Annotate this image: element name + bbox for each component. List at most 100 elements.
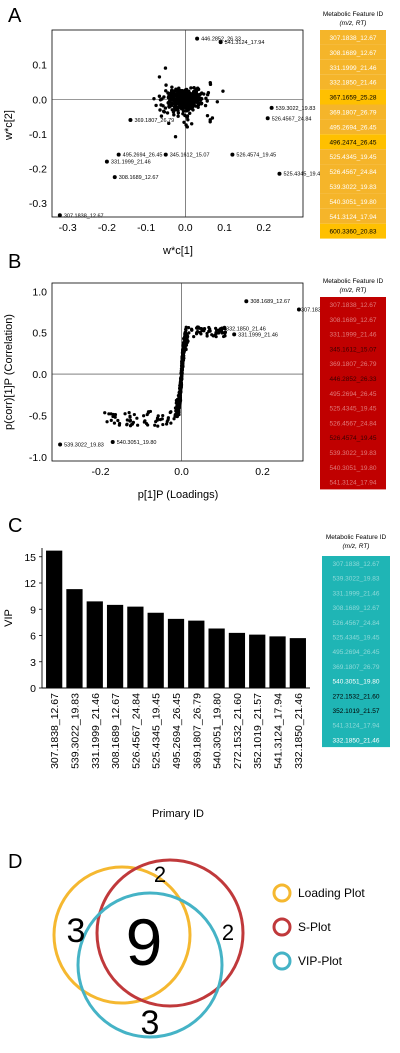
panel-c-category-label: 307.1838_12.67	[49, 693, 61, 769]
panel-a-point-label: 541.3124_17.94	[225, 40, 265, 46]
panel-b-point	[128, 419, 132, 423]
panel-a-point	[205, 113, 210, 118]
panel-a-legend-entry: 540.3051_19.80	[330, 199, 377, 206]
panel-b-legend-entry: 541.3124_17.94	[330, 480, 377, 487]
panel-a-point-label: 539.3022_19.83	[276, 106, 316, 112]
panel-a-legend: Metabolic Feature ID (m/z, RT) 307.1838_…	[320, 11, 386, 239]
panel-c-legend-entry: 369.1807_26.79	[333, 664, 380, 671]
panel-b-legend-entry: 526.4567_24.84	[330, 420, 377, 427]
panel-a-legend-row	[320, 223, 386, 239]
panel-b-point	[155, 418, 159, 422]
panel-b-point-label: 308.1689_12.67	[250, 299, 290, 305]
panel-b-labeled-point	[244, 299, 249, 304]
panel-b-point	[125, 422, 129, 426]
panel-a-point	[185, 115, 189, 119]
panel-a-point	[164, 89, 168, 93]
panel-b-point	[181, 342, 186, 347]
panel-b-point	[177, 402, 181, 406]
panel-a-ytick: 0.0	[32, 94, 47, 106]
panel-a-point-label: 526.4567_24.84	[272, 116, 312, 122]
panel-a-xtick: 0.1	[217, 222, 232, 234]
venn-legend-loading-plot: Loading Plot	[298, 886, 365, 900]
panel-c-legend-entry: 540.3051_19.80	[333, 679, 380, 686]
panel-a-ytick: -0.1	[29, 129, 47, 141]
panel-b-point	[208, 329, 212, 333]
panel-a-point	[162, 95, 166, 99]
panel-a-point	[166, 101, 170, 105]
panel-a-point	[173, 92, 177, 97]
panel-b-point	[113, 415, 117, 419]
panel-a-point	[183, 105, 187, 110]
panel-b-point	[127, 410, 131, 415]
panel-a-legend-entry: 525.4345_19.45	[330, 154, 377, 161]
panel-b-point	[136, 423, 140, 427]
panel-a-point	[159, 114, 164, 118]
panel-a-point	[176, 106, 180, 110]
panel-a-point	[166, 91, 170, 95]
panel-c-ytick: 3	[30, 657, 36, 669]
panel-a-point	[183, 113, 187, 118]
panel-b-point	[125, 418, 129, 422]
panel-a-point	[210, 116, 215, 120]
panel-b-point	[223, 334, 227, 338]
panel-b-point	[177, 404, 181, 408]
panel-b-point	[128, 414, 132, 418]
panel-b-point	[161, 422, 165, 427]
venn-legend-s-plot: S-Plot	[298, 920, 331, 934]
panel-c-category-label: 332.1850_21.46	[293, 693, 305, 769]
panel-a-point	[193, 95, 198, 99]
venn-count-center: 9	[126, 905, 163, 979]
panel-a-point-label: 526.4574_19.45	[236, 153, 276, 159]
panel-a-legend-row	[320, 193, 386, 209]
panel-b-point	[179, 374, 183, 379]
panel-a-point	[189, 86, 193, 90]
panel-a-legend-row	[320, 104, 386, 120]
panel-b-point-label: 331.1999_21.46	[238, 332, 278, 338]
panel-c-ytick: 6	[30, 631, 36, 643]
panel-a-point	[180, 88, 185, 93]
panel-a-point-label: 308.1689_12.67	[119, 175, 159, 181]
panel-b-legend-entries: 307.1838_12.67 308.1689_12.67 331.1999_21.…	[320, 297, 386, 490]
panel-a-point-label: 495.2694_26.45	[123, 153, 163, 159]
panel-c-legend-entry: 495.2694_26.45	[333, 649, 380, 656]
panel-b-legend-entry: 308.1689_12.67	[330, 317, 377, 324]
panel-a-labeled-point	[277, 171, 282, 176]
panel-c-category-label: 539.3022_19.83	[69, 693, 81, 769]
panel-a-point	[200, 91, 204, 95]
panel-b-point	[131, 420, 136, 424]
panel-c-category-label: 369.1807_26.79	[191, 693, 203, 769]
panel-b-ytick: -0.5	[29, 410, 47, 422]
panel-b-ytick: 1.0	[32, 286, 47, 298]
panel-a-point-label: 307.1838_12.67	[64, 213, 104, 219]
panel-b-point	[217, 331, 221, 335]
venn-legend-marker-vip	[272, 951, 292, 971]
panel-b-point	[113, 412, 118, 417]
panel-b-letter: B	[8, 251, 21, 273]
panel-c-bar	[46, 550, 63, 688]
panel-c-bar	[208, 628, 225, 688]
panel-b-point	[214, 326, 218, 330]
panel-a-labeled-point	[112, 175, 117, 180]
panel-b-xtick: -0.2	[92, 466, 110, 478]
panel-a-point	[206, 91, 211, 95]
panel-b: B -0.2 0.0 0.2 1.0 0.5 0.0 -0.5 -1.0 308.1689_1…	[3, 251, 386, 501]
panel-a-legend-entry: 369.1807_26.79	[330, 110, 377, 117]
panel-a-point	[190, 102, 195, 107]
panel-a-legend-subtitle: (m/z, RT)	[340, 20, 367, 27]
panel-a-labeled-point	[230, 152, 235, 157]
panel-b-ytick: 0.5	[32, 328, 47, 340]
panel-c-category-label: 526.4567_24.84	[130, 693, 142, 769]
panel-a-ytick: -0.2	[29, 164, 47, 176]
panel-b-point	[172, 417, 176, 421]
panel-a-point	[167, 121, 171, 126]
panel-a-point	[172, 113, 176, 117]
panel-a-point	[173, 108, 178, 112]
panel-a-legend-entry: 332.1850_21.46	[330, 80, 377, 87]
panel-a-point	[190, 99, 195, 103]
panel-b-legend: Metabolic Feature ID (m/z, RT) 307.1838_…	[320, 278, 386, 490]
panel-b-point	[161, 413, 165, 418]
panel-d-letter: D	[8, 851, 22, 873]
panel-a-labeled-point	[265, 116, 270, 121]
panel-b-point	[143, 419, 147, 423]
panel-b-point	[223, 327, 227, 331]
